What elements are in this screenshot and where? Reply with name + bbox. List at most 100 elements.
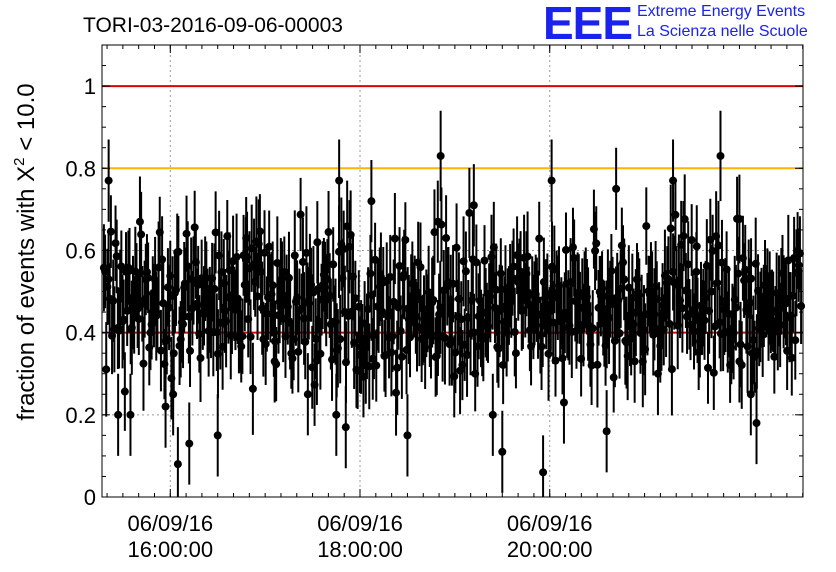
data-point [343, 222, 352, 231]
data-point [289, 335, 298, 344]
data-point [522, 269, 531, 278]
data-point [658, 301, 667, 310]
data-point [650, 310, 659, 319]
data-point [149, 301, 158, 310]
data-point [643, 310, 652, 319]
data-point [353, 366, 362, 375]
data-point [615, 329, 624, 338]
data-point [161, 402, 170, 411]
data-point [674, 276, 683, 285]
data-point [465, 208, 474, 217]
data-point [496, 269, 505, 278]
data-point [410, 292, 419, 301]
data-point [778, 269, 787, 278]
data-point [602, 427, 611, 436]
data-point [220, 306, 229, 315]
data-point [648, 288, 657, 297]
y-tick-label: 1 [84, 74, 96, 99]
data-point [243, 253, 252, 262]
data-point [511, 349, 520, 358]
data-point [148, 289, 157, 298]
data-point [153, 309, 162, 318]
data-point [488, 410, 497, 419]
data-point [174, 247, 183, 256]
data-point [163, 283, 172, 292]
data-point [624, 283, 633, 292]
data-point [128, 298, 137, 307]
data-point [596, 292, 605, 301]
data-point [735, 357, 744, 366]
data-point [139, 359, 148, 368]
data-point [286, 318, 295, 327]
data-point [169, 349, 178, 358]
data-point [587, 361, 596, 370]
data-point [185, 439, 194, 448]
data-point [452, 243, 461, 252]
data-point [677, 240, 686, 249]
logo-subtitle-line2: La Scienza nelle Scuole [637, 23, 808, 40]
data-point [588, 324, 597, 333]
data-point [535, 234, 544, 243]
data-point [248, 384, 257, 393]
data-point [534, 310, 543, 319]
data-point [123, 306, 132, 315]
y-tick-label: 0.4 [65, 321, 96, 346]
data-point [119, 315, 128, 324]
data-point [303, 390, 312, 399]
data-point [623, 352, 632, 361]
data-point [497, 302, 506, 311]
data-point [246, 332, 255, 341]
data-point [794, 261, 803, 270]
chart-title: TORI-03-2016-09-06-00003 [83, 14, 343, 37]
data-point [313, 238, 322, 247]
data-point [386, 272, 395, 281]
data-point [761, 281, 770, 290]
data-point [592, 239, 601, 248]
data-point [341, 358, 350, 367]
data-point [388, 332, 397, 341]
data-point [432, 351, 441, 360]
data-point [333, 344, 342, 353]
data-point [232, 253, 241, 262]
data-point [510, 328, 519, 337]
data-point [665, 319, 674, 328]
data-point [607, 266, 616, 275]
data-point [364, 305, 373, 314]
data-point [629, 320, 638, 329]
data-point [436, 151, 445, 160]
data-point [392, 388, 401, 397]
y-tick-label: 0.6 [65, 238, 96, 263]
data-point [225, 266, 234, 275]
data-point [298, 257, 307, 266]
data-point [308, 363, 317, 372]
data-point [449, 279, 458, 288]
data-point [731, 303, 740, 312]
data-point [473, 342, 482, 351]
data-point [126, 410, 135, 419]
data-point [610, 336, 619, 345]
data-point [702, 261, 711, 270]
data-point [653, 369, 662, 378]
data-point [368, 354, 377, 363]
data-point [726, 360, 735, 369]
data-point [267, 290, 276, 299]
data-point [175, 341, 184, 350]
data-point [430, 228, 439, 237]
data-point [724, 309, 733, 318]
data-point [400, 270, 409, 279]
data-point [788, 291, 797, 300]
data-point [584, 310, 593, 319]
data-point [418, 325, 427, 334]
data-point [159, 299, 168, 308]
data-point [387, 348, 396, 357]
data-point [120, 387, 129, 396]
data-point [684, 260, 693, 269]
data-point [199, 301, 208, 310]
data-point [117, 262, 126, 271]
data-point [167, 374, 176, 383]
data-point [770, 352, 779, 361]
data-point [523, 252, 532, 261]
data-point [424, 288, 433, 297]
data-point [536, 331, 545, 340]
data-point [213, 431, 222, 440]
